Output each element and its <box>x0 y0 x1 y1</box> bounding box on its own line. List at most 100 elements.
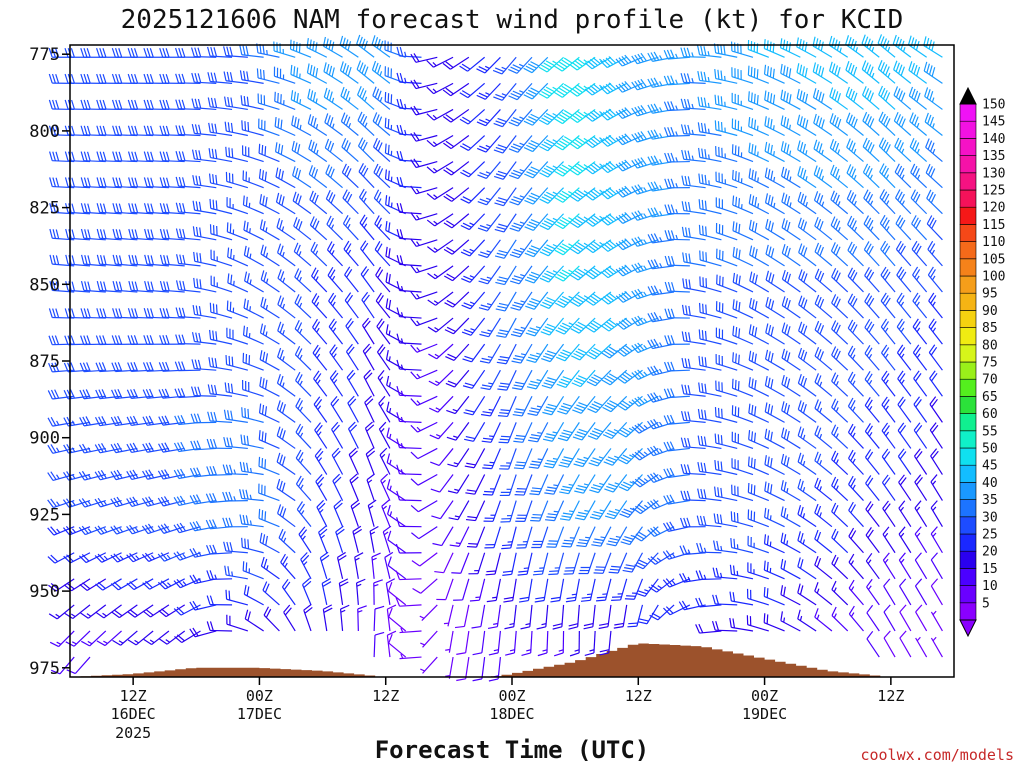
barb-flag <box>577 110 586 118</box>
barb-staff <box>562 213 580 230</box>
barb-flag <box>508 68 518 74</box>
barb-half-flag <box>317 431 322 436</box>
barb-flag <box>512 387 522 391</box>
barb-flag <box>150 229 154 239</box>
barb-flag <box>497 415 508 418</box>
barb-staff <box>83 185 106 189</box>
barb-staff <box>667 264 690 267</box>
wind-barb <box>426 134 454 148</box>
barb-staff <box>501 82 517 101</box>
barb-flag <box>590 242 599 250</box>
barb-flag <box>605 241 614 249</box>
barb-flag <box>603 296 612 303</box>
barb-flag <box>684 201 688 212</box>
barb-flag <box>624 598 635 600</box>
barb-flag <box>189 628 196 638</box>
wind-barb <box>615 54 643 67</box>
barb-flag <box>561 216 571 223</box>
barb-flag <box>512 64 522 70</box>
barb-flag <box>358 188 365 198</box>
wind-barb <box>126 524 154 535</box>
barb-half-flag <box>282 277 286 283</box>
barb-half-flag <box>87 447 92 452</box>
barb-flag <box>127 151 132 161</box>
barb-flag <box>150 255 154 265</box>
wind-barb <box>426 82 454 95</box>
wind-barb <box>143 203 169 215</box>
barb-staff <box>283 611 296 632</box>
wind-barb <box>344 292 359 319</box>
barb-flag <box>260 244 264 255</box>
barb-flag <box>574 191 584 198</box>
barb-staff <box>242 570 264 580</box>
barb-flag <box>634 263 641 272</box>
barb-flag <box>96 254 101 265</box>
barb-flag <box>680 490 685 501</box>
wind-barb <box>550 578 565 603</box>
barb-flag <box>80 151 85 161</box>
barb-flag <box>396 517 401 527</box>
barb-flag <box>667 152 672 163</box>
barb-flag <box>96 281 101 291</box>
barb-flag <box>577 163 586 170</box>
barb-staff <box>487 265 501 285</box>
barb-flag <box>572 325 582 332</box>
barb-staff <box>516 56 533 74</box>
barb-flag <box>343 114 348 124</box>
barb-flag <box>624 54 632 63</box>
barb-flag <box>210 97 214 108</box>
barb-flag <box>360 240 367 249</box>
barb-flag <box>198 124 202 135</box>
wind-barb <box>157 578 185 590</box>
barb-flag <box>615 137 623 146</box>
barb-flag <box>465 409 475 413</box>
barb-half-flag <box>388 330 391 336</box>
barb-staff <box>357 608 359 631</box>
barb-flag <box>173 442 180 452</box>
barb-flag <box>144 254 148 265</box>
barb-flag <box>687 411 691 422</box>
barb-flag <box>147 281 151 291</box>
barb-flag <box>399 46 404 57</box>
barb-flag <box>331 346 338 356</box>
barb-flag <box>569 116 578 123</box>
barb-flag <box>618 458 628 465</box>
barb-staff <box>454 369 470 388</box>
wind-barb <box>243 220 264 241</box>
barb-flag <box>345 90 350 101</box>
wind-barb <box>338 578 349 605</box>
barb-flag <box>82 362 88 372</box>
barb-flag <box>315 373 322 382</box>
wind-barb <box>159 254 185 267</box>
barb-staff <box>451 239 470 255</box>
barb-flag <box>526 144 536 150</box>
barb-flag <box>329 344 336 353</box>
barb-flag <box>593 401 603 406</box>
barb-flag <box>179 280 183 291</box>
barb-flag <box>553 652 564 657</box>
wind-barb <box>631 262 659 274</box>
barb-flag <box>165 151 170 162</box>
barb-flag <box>209 621 214 631</box>
barb-flag <box>532 573 543 576</box>
barb-flag <box>190 386 195 396</box>
wind-barb <box>378 421 391 449</box>
barb-staff <box>399 289 422 293</box>
wind-barb <box>311 267 328 293</box>
barb-staff <box>415 56 438 63</box>
wind-barb <box>175 73 201 84</box>
barb-half-flag <box>703 547 707 553</box>
wind-barb <box>300 552 312 580</box>
barb-half-flag <box>445 674 451 677</box>
barb-flag <box>563 539 574 542</box>
barb-staff <box>116 526 138 535</box>
barb-flag <box>572 167 581 174</box>
barb-flag <box>94 444 101 454</box>
barb-half-flag <box>552 86 558 91</box>
barb-flag <box>223 409 227 420</box>
barb-flag <box>277 295 282 305</box>
wind-barb <box>342 215 359 241</box>
wind-barb <box>260 270 280 293</box>
wind-barb <box>258 456 280 476</box>
barb-flag <box>519 596 530 600</box>
